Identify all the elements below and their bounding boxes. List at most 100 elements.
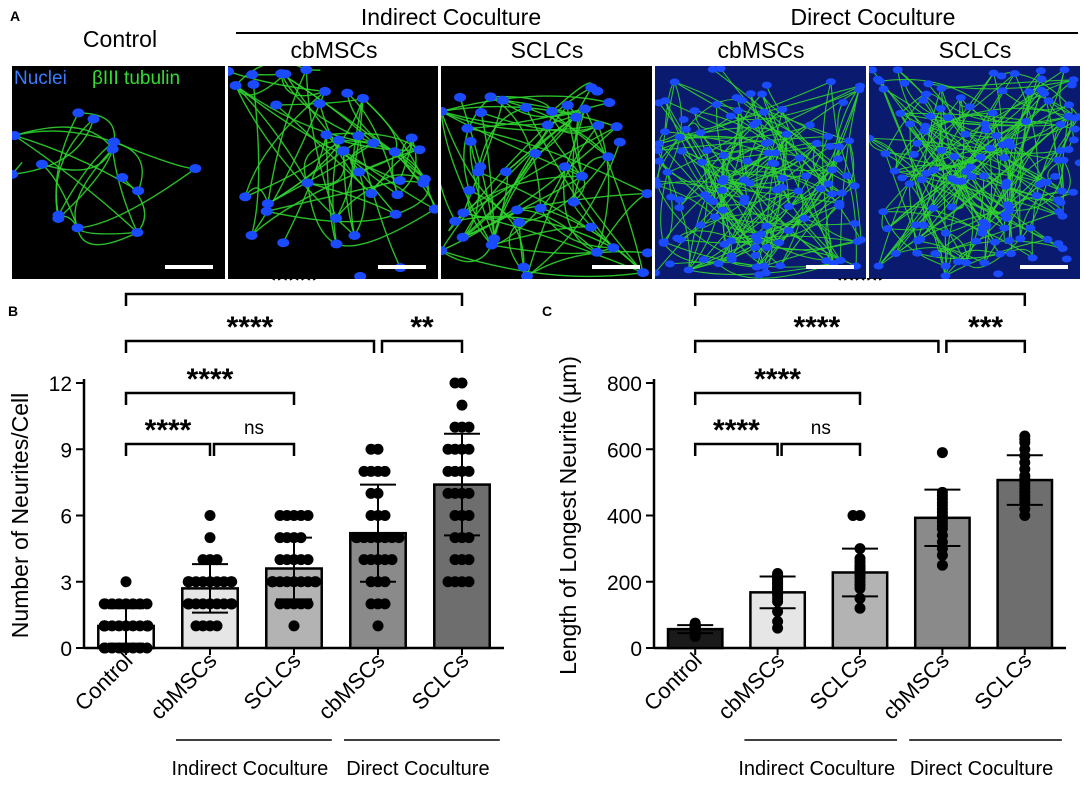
data-point — [226, 598, 238, 610]
nucleus — [472, 167, 485, 177]
data-point — [386, 554, 398, 566]
nucleus — [757, 90, 768, 98]
nucleus — [742, 157, 753, 165]
nucleus — [918, 96, 929, 104]
nucleus — [781, 130, 792, 138]
tubulin-fiber — [763, 239, 862, 267]
nucleus — [921, 90, 932, 98]
nucleus — [1055, 198, 1066, 206]
nucleus — [454, 92, 467, 102]
nucleus — [996, 72, 1007, 80]
nucleus — [485, 240, 498, 250]
tubulin-fiber — [831, 85, 861, 194]
nucleus — [320, 130, 333, 140]
x-tick-label: Control — [70, 648, 138, 716]
tubulin-fiber — [730, 89, 860, 121]
nucleus — [637, 268, 650, 278]
tubulin-fiber — [965, 175, 985, 263]
nucleus — [965, 163, 976, 171]
tubulin-fiber — [694, 110, 769, 144]
tubulin-fiber — [869, 137, 1059, 161]
nucleus — [739, 176, 750, 184]
tubulin-fiber — [761, 93, 842, 261]
nucleus — [590, 247, 603, 257]
nucleus — [352, 131, 365, 141]
nucleus — [1035, 67, 1046, 75]
tubulin-fiber — [879, 81, 1063, 217]
nucleus — [964, 103, 975, 111]
nucleus — [641, 248, 652, 258]
data-point — [190, 620, 202, 632]
significance-bracket — [780, 442, 862, 456]
data-point — [182, 576, 194, 588]
significance-label: **** — [187, 363, 234, 396]
direct-coculture-header: Direct Coculture — [790, 4, 956, 30]
nucleus — [131, 227, 144, 237]
y-tick-label: 0 — [630, 638, 642, 661]
nucleus — [659, 128, 670, 136]
nucleus — [681, 125, 692, 133]
tubulin-fiber — [879, 78, 994, 114]
nucleus — [570, 112, 583, 122]
tubulin-fiber — [357, 135, 401, 268]
tubulin-fiber — [721, 189, 857, 267]
tubulin-fiber — [441, 126, 618, 252]
nucleus — [695, 221, 706, 229]
nucleus — [270, 100, 283, 110]
tubulin-fiber — [766, 84, 833, 171]
nucleus — [1036, 86, 1047, 94]
nucleus — [761, 222, 772, 230]
micrograph-direct-cbmscs — [655, 66, 866, 279]
nucleus — [464, 136, 477, 146]
nucleus — [940, 229, 951, 237]
y-tick-label: 12 — [49, 373, 72, 396]
data-point — [463, 421, 475, 433]
nucleus — [897, 174, 908, 182]
nucleus — [441, 106, 448, 116]
nucleus — [365, 189, 378, 199]
tubulin-fiber — [812, 143, 842, 194]
tubulin-fiber — [945, 184, 1041, 277]
nucleus — [417, 178, 430, 188]
tubulin-fiber — [454, 126, 617, 222]
data-point — [98, 642, 110, 654]
nucleus — [87, 114, 100, 124]
nucleus — [751, 263, 762, 271]
significance-label: **** — [227, 311, 274, 344]
nucleus — [752, 237, 763, 245]
data-point — [463, 532, 475, 544]
x-tick-label: SCLCs — [407, 648, 474, 715]
nucleus — [878, 85, 889, 93]
nucleus — [1059, 66, 1070, 74]
nucleus — [332, 135, 345, 145]
nucleus — [405, 133, 418, 143]
panel-a-letter: A — [10, 8, 21, 24]
significance-label: **** — [713, 414, 760, 447]
nucleus — [484, 92, 497, 102]
data-point — [274, 510, 286, 521]
nucleus — [695, 129, 706, 137]
tubulin-fiber — [895, 247, 967, 263]
nucleus — [441, 246, 448, 256]
nucleus — [463, 185, 476, 195]
nucleus — [758, 108, 769, 116]
tubulin-fiber — [346, 93, 396, 153]
nucleus — [890, 250, 901, 258]
tubulin-fiber — [57, 148, 114, 220]
x-tick-label: cbMSCs — [713, 648, 789, 724]
tubulin-fiber — [343, 150, 436, 210]
tubulin-fiber — [564, 166, 644, 274]
data-point — [211, 620, 223, 632]
nucleus — [1042, 178, 1053, 186]
nucleus — [842, 172, 853, 180]
tubulin-fiber — [965, 171, 1006, 216]
tubulin-fiber — [664, 100, 765, 267]
tubulin-fiber — [882, 211, 946, 267]
y-tick-label: 6 — [60, 506, 72, 529]
data-point — [302, 554, 314, 566]
nucleus — [804, 121, 815, 129]
y-tick-label: 9 — [60, 439, 72, 462]
data-point — [449, 510, 461, 521]
tubulin-fiber — [680, 143, 767, 241]
